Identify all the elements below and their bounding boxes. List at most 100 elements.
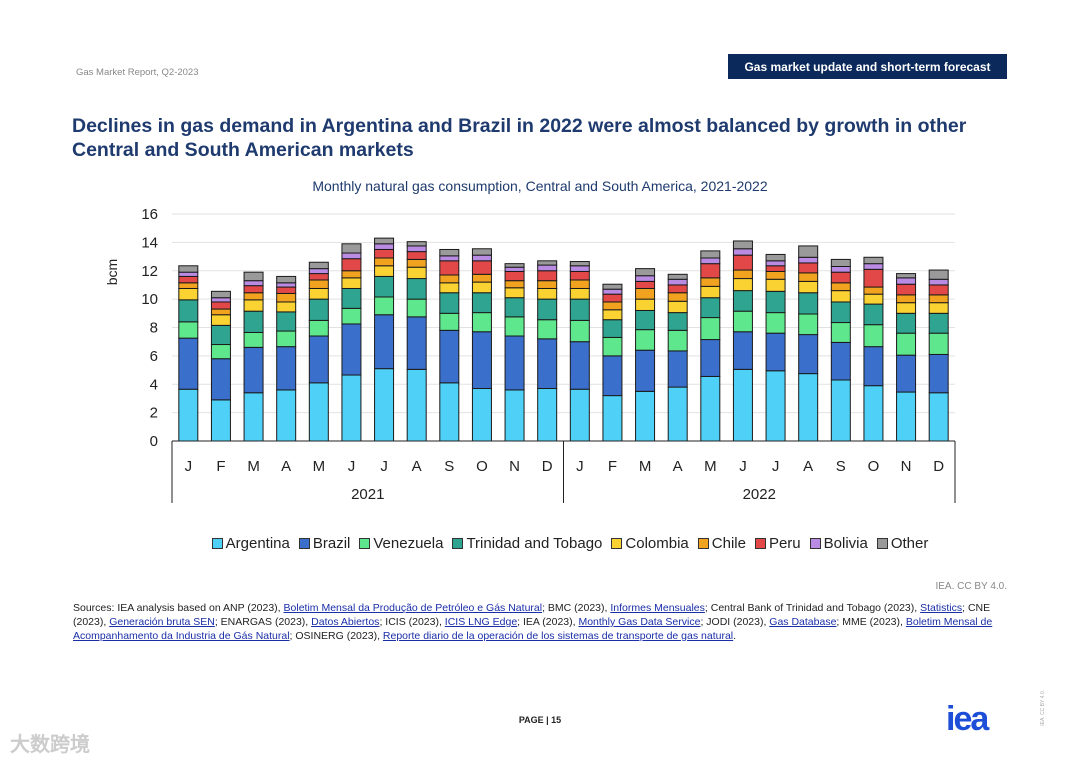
bar-segment-venezuela	[210, 344, 231, 360]
bar-segment-argentina	[178, 388, 199, 442]
legend-item: Bolivia	[809, 535, 868, 552]
bar-segment-argentina	[341, 374, 362, 442]
y-tick-label: 4	[150, 376, 158, 393]
bar-segment-bolivia	[439, 255, 460, 262]
year-label: 2021	[351, 486, 384, 503]
bar-segment-argentina	[210, 399, 231, 442]
bar-segment-colombia	[863, 293, 884, 305]
bar-segment-colombia	[308, 287, 329, 300]
source-text: ; CNE (2023),	[73, 602, 991, 628]
x-tick-label: A	[803, 458, 813, 475]
legend-swatch	[809, 538, 821, 549]
chart-legend: Argentina Brazil Venezuela Trinidad and Tob…	[0, 535, 1080, 552]
bar-segment-bolivia	[504, 266, 525, 272]
source-link[interactable]: Generación bruta SEN	[109, 616, 215, 628]
bar-segment-colombia	[243, 299, 264, 312]
bar-segment-peru	[765, 265, 786, 272]
bar-segment-peru	[504, 270, 525, 282]
bar-segment-chile	[276, 292, 297, 303]
bar-segment-other	[178, 265, 199, 273]
report-name: Gas Market Report, Q2-2023	[76, 67, 199, 78]
source-text: ; IEA (2023),	[517, 616, 579, 628]
bar-segment-brazil	[635, 349, 656, 392]
source-text: ; BMC (2023),	[542, 602, 611, 614]
bar-segment-peru	[439, 260, 460, 276]
bar-segment-colombia	[537, 287, 558, 300]
bar-segment-bolivia	[928, 278, 949, 286]
bar-segment-venezuela	[504, 316, 525, 337]
source-link[interactable]: Boletim Mensal da Produção de Petróleo e…	[283, 602, 543, 614]
legend-swatch	[697, 538, 709, 549]
source-link[interactable]: Gas Database	[769, 616, 837, 628]
bar-segment-other	[341, 243, 362, 254]
bar-segment-peru	[569, 270, 590, 281]
bar-segment-bolivia	[635, 275, 656, 282]
bar-segment-brazil	[341, 323, 362, 376]
bar-segment-peru	[667, 284, 688, 294]
bar-segment-peru	[830, 271, 851, 284]
legend-item: Chile	[697, 535, 746, 552]
bar-segment-venezuela	[341, 307, 362, 325]
bar-segment-trinidad-and-tobago	[700, 297, 721, 319]
source-link[interactable]: Boletim Mensal de Acompanhamento da Indu…	[73, 616, 993, 642]
source-link[interactable]: Informes Mensuales	[610, 602, 705, 614]
bar-segment-colombia	[635, 298, 656, 311]
x-tick-label: S	[444, 458, 454, 475]
bar-segment-venezuela	[406, 298, 427, 318]
bar-segment-other	[210, 290, 231, 299]
x-tick-label: N	[901, 458, 912, 475]
legend-label: Colombia	[625, 535, 689, 552]
bar-segment-chile	[374, 257, 395, 267]
bar-segment-brazil	[504, 335, 525, 391]
bar-segment-bolivia	[830, 265, 851, 273]
y-tick-label: 2	[150, 405, 158, 422]
x-tick-label: O	[868, 458, 880, 475]
bar-segment-argentina	[830, 379, 851, 442]
legend-label: Venezuela	[373, 535, 444, 552]
bar-segment-chile	[537, 280, 558, 289]
bar-segment-brazil	[243, 346, 264, 394]
source-link[interactable]: Statistics	[920, 602, 963, 614]
bar-segment-argentina	[765, 370, 786, 442]
bar-segment-peru	[178, 275, 199, 284]
page-title: Declines in gas demand in Argentina and …	[72, 115, 967, 161]
bar-segment-other	[928, 269, 949, 280]
source-link[interactable]: Reporte diario de la operación de los si…	[382, 630, 734, 642]
legend-label: Bolivia	[823, 535, 868, 552]
bar-segment-argentina	[308, 382, 329, 442]
bar-segment-chile	[569, 279, 590, 289]
x-tick-label: M	[313, 458, 326, 475]
bar-segment-trinidad-and-tobago	[308, 298, 329, 321]
bar-segment-trinidad-and-tobago	[178, 299, 199, 323]
legend-item: Venezuela	[359, 535, 443, 552]
bar-segment-argentina	[667, 386, 688, 442]
source-link[interactable]: Monthly Gas Data Service	[578, 616, 701, 628]
bar-segment-argentina	[928, 392, 949, 442]
page-number: PAGE | 15	[518, 715, 562, 725]
bar-segment-chile	[700, 277, 721, 287]
bar-segment-peru	[374, 248, 395, 259]
x-tick-label: O	[476, 458, 488, 475]
bar-segment-trinidad-and-tobago	[406, 278, 427, 300]
iea-logo: iea	[946, 700, 989, 738]
bar-segment-colombia	[667, 300, 688, 314]
bar-segment-venezuela	[537, 319, 558, 340]
bar-segment-argentina	[537, 388, 558, 442]
x-tick-label: D	[933, 458, 944, 475]
bar-segment-colombia	[504, 287, 525, 299]
bar-segment-argentina	[569, 388, 590, 442]
legend-item: Argentina	[211, 535, 290, 552]
side-license: IEA. CC BY 4.0.	[1040, 690, 1046, 726]
y-tick-label: 14	[141, 234, 158, 251]
bar-segment-colombia	[276, 301, 297, 313]
source-link[interactable]: Datos Abiertos	[311, 616, 380, 628]
bar-segment-bolivia	[406, 245, 427, 253]
bar-segment-bolivia	[798, 256, 819, 264]
bar-segment-other	[830, 258, 851, 267]
bar-segment-colombia	[341, 277, 362, 289]
legend-label: Other	[890, 535, 929, 552]
bar-segment-venezuela	[830, 322, 851, 343]
bar-segment-brazil	[667, 350, 688, 388]
bar-segment-brazil	[798, 334, 819, 375]
source-link[interactable]: ICIS LNG Edge	[444, 616, 518, 628]
